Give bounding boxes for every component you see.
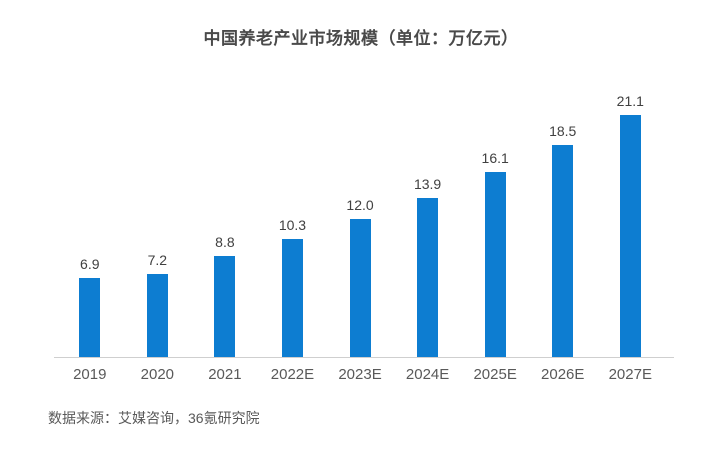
bar — [79, 278, 101, 357]
chart-title: 中国养老产业市场规模（单位：万亿元） — [203, 29, 519, 48]
bar-column: 16.1 — [461, 80, 529, 357]
bar-value-label: 21.1 — [616, 93, 644, 109]
bar-value-label: 12.0 — [346, 197, 374, 213]
bar — [349, 219, 371, 357]
x-axis-tick-label: 2020 — [140, 366, 175, 383]
bar-value-label: 16.1 — [481, 150, 509, 166]
bar-column: 8.8 — [191, 80, 259, 357]
bar-column: 21.1 — [597, 80, 665, 357]
bar-value-label: 10.3 — [278, 217, 307, 233]
bar-column: 6.9 — [56, 80, 124, 357]
bar-value-label: 6.9 — [80, 256, 100, 272]
x-axis-line — [54, 357, 674, 358]
x-axis-tick-label: 2026E — [541, 366, 585, 383]
bar-value-label: 13.9 — [413, 176, 442, 192]
bar-column: 18.5 — [529, 80, 597, 357]
x-axis-labels: 2019 2020 2021 2022E 2023E 2024E 2025E 2026E 202… — [56, 366, 664, 383]
x-axis-tick-label: 2019 — [73, 366, 107, 383]
bar — [552, 145, 574, 357]
x-axis-tick-label: 2022E — [270, 366, 315, 383]
bar — [146, 274, 168, 357]
bar — [417, 198, 439, 357]
bar — [619, 115, 641, 357]
bar-value-label: 8.8 — [215, 234, 235, 250]
bar-column: 7.2 — [124, 80, 192, 357]
x-axis-tick-label: 2025E — [473, 366, 517, 383]
x-axis-tick-label: 2023E — [338, 366, 382, 383]
x-axis-tick-label: 2027E — [608, 366, 652, 383]
bar — [281, 239, 303, 357]
bar — [484, 172, 506, 357]
bar — [214, 256, 236, 357]
x-axis-tick-label: 2021 — [208, 366, 242, 383]
x-axis-tick-label: 2024E — [405, 366, 450, 383]
data-source-note: 数据来源：艾媒咨询，36氪研究院 — [48, 410, 260, 426]
bar-column: 12.0 — [326, 80, 394, 357]
bar-column: 13.9 — [394, 80, 462, 357]
bar-column: 10.3 — [259, 80, 327, 357]
bar-chart-plot-area: 6.9 7.2 8.8 10.3 12.0 13.9 16.1 18.5 21.1 — [56, 80, 664, 357]
bar-value-label: 7.2 — [147, 252, 168, 268]
bar-value-label: 18.5 — [549, 123, 577, 139]
